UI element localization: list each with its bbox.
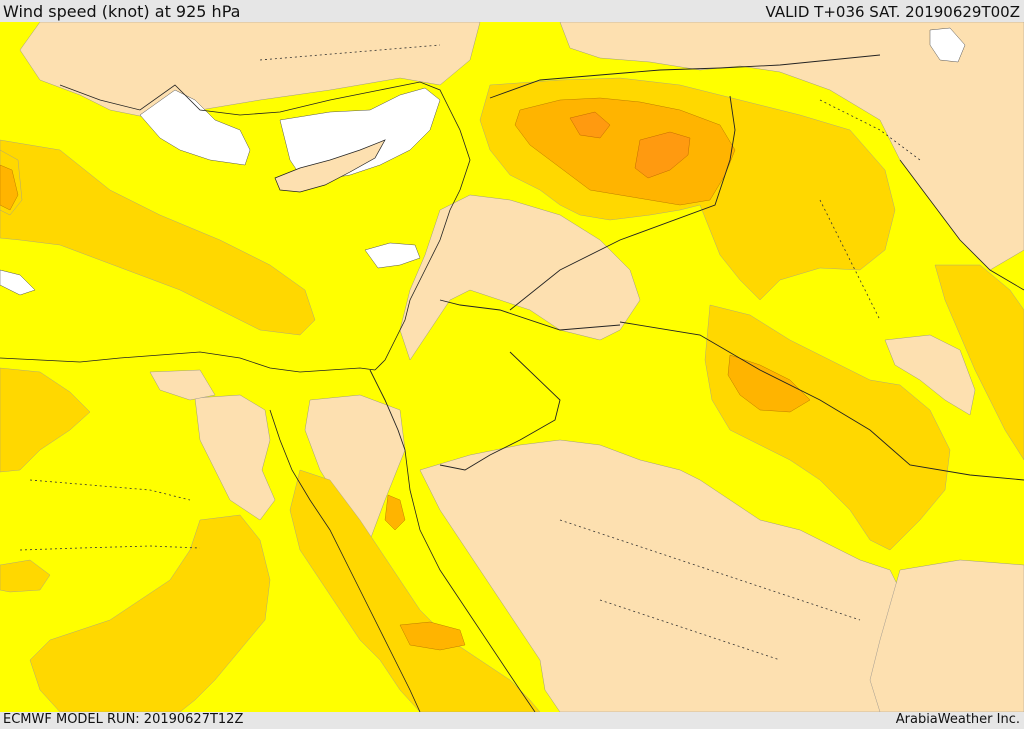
turkey-internal-1 <box>259 44 441 61</box>
iran-internal-1 <box>819 99 921 161</box>
libya-moderate-patch <box>0 367 91 473</box>
map-svg <box>0 22 1024 712</box>
cyprus-white-area <box>279 87 441 181</box>
syria-strong-area <box>514 97 736 206</box>
white-areas <box>0 27 966 296</box>
turkey-coast <box>59 81 471 191</box>
valid-time: VALID T+036 SAT. 20190629T00Z <box>765 3 1020 21</box>
southeast-calm-area <box>869 559 1024 712</box>
levant-coast <box>374 189 461 371</box>
north-africa-coast <box>0 351 376 373</box>
turkey-calm-area <box>19 22 481 119</box>
libya-white-patch <box>0 269 36 296</box>
west-calm-patch <box>149 369 216 401</box>
saudi-internal-2 <box>599 599 781 661</box>
red-sea-east-coast <box>404 449 536 712</box>
map-title: Wind speed (knot) at 925 hPa <box>3 2 241 21</box>
gulf-coast <box>899 159 1024 291</box>
header-bar: Wind speed (knot) at 925 hPa VALID T+036… <box>0 0 1024 22</box>
jordan-saudi-border <box>439 351 561 471</box>
caspian-white-patch <box>929 27 966 63</box>
calm-wind-areas <box>19 22 1024 712</box>
cyprus-island <box>274 139 386 193</box>
sinai-calm-area <box>304 394 406 541</box>
east-moderate-area <box>704 304 951 551</box>
country-borders <box>369 54 1024 481</box>
iraq-internal-1 <box>819 199 881 321</box>
model-run: ECMWF MODEL RUN: 20190627T12Z <box>3 712 244 727</box>
egypt-moderate-area <box>29 514 271 712</box>
turkey-syria-border <box>489 54 881 99</box>
syria-strongest-patch <box>634 131 691 179</box>
syria-iraq-border <box>509 95 736 311</box>
footer-bar: ECMWF MODEL RUN: 20190627T12Z ArabiaWeat… <box>0 712 1024 729</box>
egypt-internal-1 <box>29 479 191 501</box>
west-strong-patch <box>0 164 19 211</box>
israel-border <box>439 299 621 331</box>
wind-speed-map[interactable] <box>0 22 1024 712</box>
iraq-calm-patch <box>884 334 976 416</box>
red-sea-moderate-band <box>289 469 541 712</box>
internal-borders <box>19 44 921 661</box>
strong-wind-areas <box>0 97 811 651</box>
egypt-internal-2 <box>19 545 201 551</box>
credit: ArabiaWeather Inc. <box>895 712 1020 727</box>
red-sea-strong-patch <box>399 621 466 651</box>
red-sea-west-coast <box>269 409 421 712</box>
gulf-moderate-area <box>934 264 1024 461</box>
egypt-calm-area <box>194 394 276 521</box>
aegean-white-area <box>139 89 251 166</box>
north-east-calm-area <box>559 22 1024 271</box>
mediterranean-moderate-band <box>0 139 316 336</box>
egypt-border <box>369 369 406 451</box>
levant-calm-area <box>399 194 641 361</box>
lebanon-white-patch <box>364 242 421 269</box>
coastlines <box>0 81 1024 712</box>
iraq-saudi-border <box>619 321 1024 481</box>
egypt-west-moderate-patch <box>0 559 51 593</box>
strongest-wind-areas <box>569 111 691 179</box>
iraq-strong-patch <box>727 354 811 413</box>
syria-strongest-patch-2 <box>569 111 611 139</box>
aqaba-strong-patch <box>384 494 406 531</box>
